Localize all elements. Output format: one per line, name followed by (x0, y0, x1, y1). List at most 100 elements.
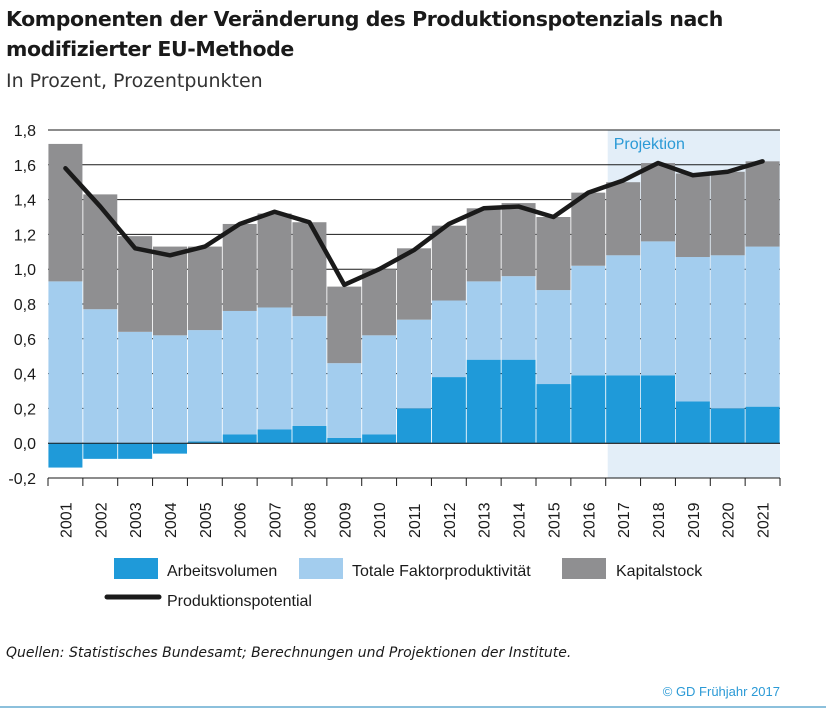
y-tick-label: 0,6 (14, 332, 36, 349)
bar-arbeitsvolumen-2007 (257, 429, 292, 444)
bar-kapitalstock-2016 (571, 192, 606, 266)
bar-kapitalstock-2005 (187, 246, 222, 331)
legend: Arbeitsvolumen Totale Faktorproduktivitä… (104, 558, 703, 610)
x-tick-label: 2002 (93, 502, 110, 538)
bar-kapitalstock-2018 (641, 163, 675, 242)
x-tick-label: 2012 (442, 502, 459, 538)
x-tick-label: 2020 (721, 502, 738, 538)
bar-tfp-2014 (501, 276, 536, 360)
bar-tfp-2009 (327, 363, 362, 438)
chart-subtitle: In Prozent, Prozentpunkten (6, 70, 263, 92)
y-tick-label: 0,8 (14, 297, 36, 314)
bar-tfp-2015 (536, 290, 571, 385)
bar-tfp-2013 (466, 281, 501, 360)
bar-arbeitsvolumen-2019 (675, 401, 710, 444)
bar-tfp-2001 (48, 281, 83, 444)
bar-tfp-2021 (745, 246, 780, 407)
legend-swatch-arbeitsvolumen (114, 558, 158, 579)
stacked-bar-chart: Projektion 1,8 1,6 1,4 1,2 1,0 0,8 0,6 0,4 0,2 0,… (8, 123, 781, 610)
x-tick-label: 2007 (268, 502, 285, 538)
x-tick-label: 2011 (407, 503, 424, 538)
x-axis: 2001 2002 2003 2004 2005 2006 2007 2008 2009 2010… (47, 478, 781, 538)
bar-arbeitsvolumen-2011 (397, 408, 431, 444)
line-series (63, 159, 765, 288)
x-tick-label: 2006 (233, 502, 250, 538)
line-produktionspotential (63, 159, 765, 288)
bar-arbeitsvolumen-2009 (327, 437, 362, 444)
bar-kapitalstock-2020 (710, 171, 745, 256)
x-tick-label: 2001 (58, 502, 75, 538)
y-tick-label: 1,2 (14, 227, 36, 244)
y-axis-ticks: 1,8 1,6 1,4 1,2 1,0 0,8 0,6 0,4 0,2 0,0 -0,2 (8, 123, 36, 488)
bar-kapitalstock-2019 (675, 173, 710, 258)
bar-kapitalstock-2004 (153, 246, 187, 336)
bar-arbeitsvolumen-2010 (362, 434, 397, 444)
x-tick-label: 2015 (546, 502, 563, 538)
x-tick-label: 2019 (686, 502, 703, 538)
bar-tfp-2006 (222, 310, 257, 435)
bar-arbeitsvolumen-2003 (118, 443, 153, 459)
bar-kapitalstock-2009 (327, 286, 362, 364)
bar-kapitalstock-2006 (222, 223, 257, 311)
bar-arbeitsvolumen-2004 (153, 443, 187, 454)
bar-kapitalstock-2021 (745, 161, 780, 247)
bar-tfp-2020 (710, 255, 745, 409)
y-tick-label: 0,0 (14, 436, 36, 453)
bar-arbeitsvolumen-2017 (606, 375, 641, 444)
bottom-rule (0, 706, 826, 708)
bar-tfp-2011 (397, 319, 431, 409)
bar-arbeitsvolumen-2006 (222, 434, 257, 444)
bar-tfp-2008 (292, 316, 327, 426)
bar-kapitalstock-2011 (397, 248, 431, 320)
bar-arbeitsvolumen-2005 (187, 441, 222, 444)
x-tick-label: 2021 (756, 502, 773, 538)
y-tick-label: 1,4 (14, 193, 36, 210)
source-note: Quellen: Statistisches Bundesamt; Berech… (6, 645, 572, 661)
bar-arbeitsvolumen-2021 (745, 406, 780, 444)
x-tick-label: 2005 (198, 502, 215, 538)
x-tick-label: 2009 (337, 502, 354, 538)
bar-arbeitsvolumen-2013 (466, 359, 501, 444)
bar-kapitalstock-2007 (257, 213, 292, 308)
x-tick-label: 2016 (581, 502, 598, 538)
x-tick-label: 2003 (128, 502, 145, 538)
x-tick-label: 2008 (302, 502, 319, 538)
bar-tfp-2010 (362, 335, 397, 435)
bar-arbeitsvolumen-2008 (292, 425, 327, 444)
x-tick-label: 2017 (616, 502, 633, 538)
bar-arbeitsvolumen-2016 (571, 375, 606, 444)
bar-kapitalstock-2017 (606, 182, 641, 256)
y-tick-label: 0,2 (14, 401, 36, 418)
legend-swatch-tfp (299, 558, 343, 579)
bar-tfp-2005 (187, 330, 222, 442)
bar-tfp-2016 (571, 265, 606, 376)
bar-kapitalstock-2010 (362, 269, 397, 336)
legend-label-tfp: Totale Faktorproduktivität (352, 563, 531, 580)
projection-label: Projektion (614, 136, 685, 153)
bar-kapitalstock-2008 (292, 222, 327, 317)
copyright-note: © GD Frühjahr 2017 (662, 684, 780, 699)
x-tick-label: 2013 (477, 502, 494, 538)
bar-tfp-2012 (431, 300, 466, 378)
legend-label-kapitalstock: Kapitalstock (616, 563, 703, 580)
bar-tfp-2007 (257, 307, 292, 430)
bar-tfp-2002 (83, 309, 118, 444)
bar-kapitalstock-2002 (83, 194, 118, 310)
bar-arbeitsvolumen-2012 (431, 377, 466, 444)
y-tick-label: 1,0 (14, 262, 36, 279)
bar-tfp-2019 (675, 257, 710, 402)
x-tick-label: 2004 (163, 502, 180, 538)
legend-swatch-kapitalstock (562, 558, 606, 579)
chart-title: Komponenten der Veränderung des Produkti… (6, 7, 723, 61)
bar-arbeitsvolumen-2002 (83, 443, 118, 459)
bar-kapitalstock-2012 (431, 225, 466, 301)
bar-kapitalstock-2015 (536, 217, 571, 291)
legend-label-arbeitsvolumen: Arbeitsvolumen (167, 563, 277, 580)
y-tick-label: -0,2 (8, 471, 36, 488)
x-tick-label: 2014 (512, 502, 529, 538)
bar-kapitalstock-2001 (48, 143, 83, 282)
bar-arbeitsvolumen-2014 (501, 359, 536, 444)
y-tick-label: 1,8 (14, 123, 36, 140)
bar-kapitalstock-2013 (466, 208, 501, 282)
y-tick-label: 0,4 (14, 367, 36, 384)
